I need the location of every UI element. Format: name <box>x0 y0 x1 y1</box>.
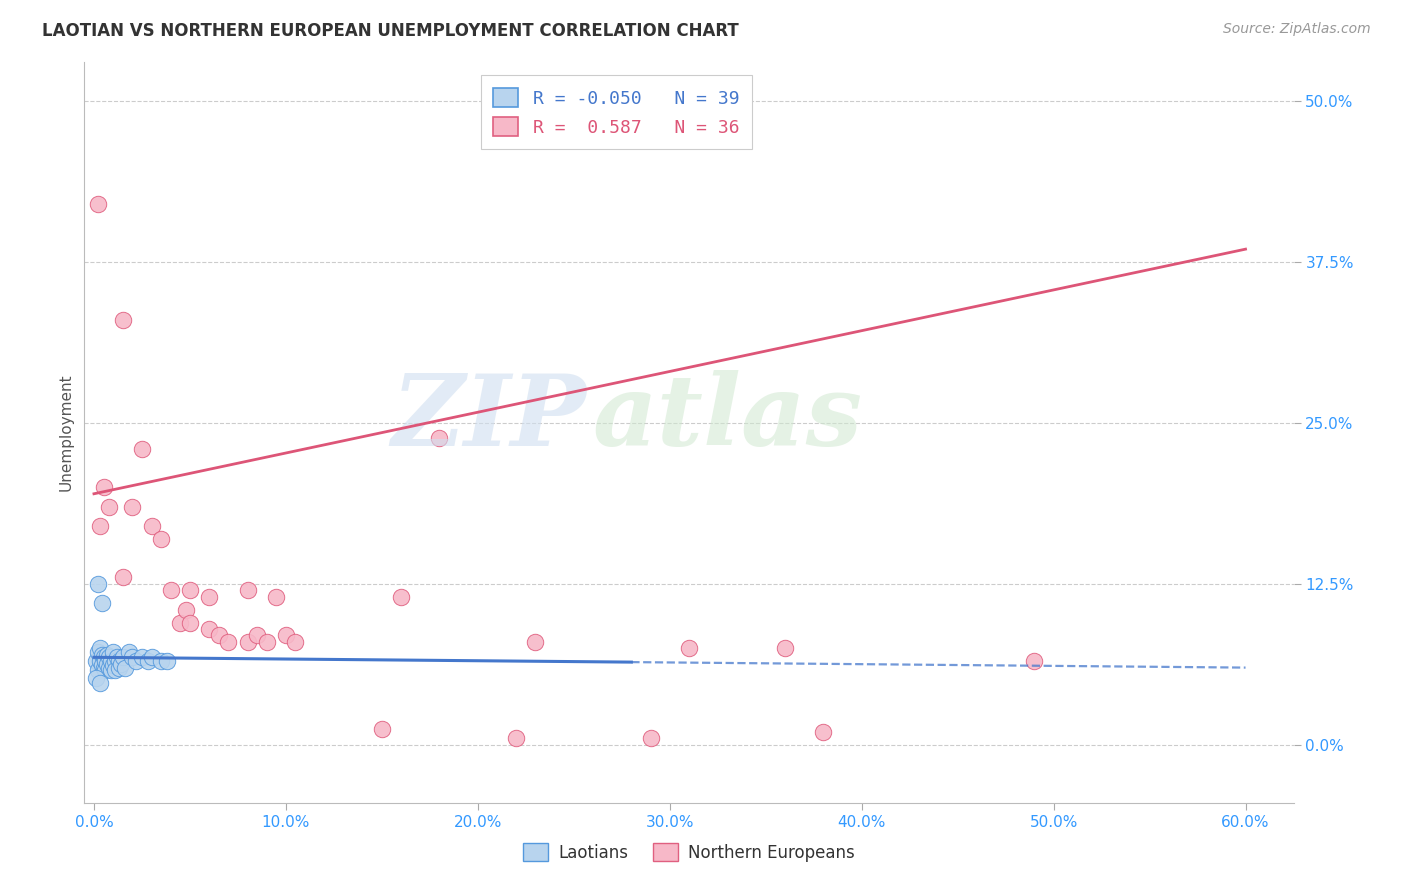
Point <box>98 650 121 665</box>
Point <box>159 583 181 598</box>
Point <box>174 602 197 616</box>
Point <box>125 654 148 668</box>
Point <box>169 615 191 630</box>
Point <box>111 570 134 584</box>
Point <box>98 500 121 514</box>
Point <box>156 654 179 668</box>
Point <box>87 645 110 659</box>
Text: ZIP: ZIP <box>391 369 586 466</box>
Point <box>678 641 700 656</box>
Point <box>141 519 163 533</box>
Point <box>121 650 143 665</box>
Point <box>108 660 131 674</box>
Point <box>524 635 547 649</box>
Legend: Laotians, Northern Europeans: Laotians, Northern Europeans <box>516 837 862 869</box>
Point <box>179 615 201 630</box>
Point <box>101 658 124 673</box>
Text: atlas: atlas <box>592 369 862 466</box>
Point <box>89 676 111 690</box>
Point <box>236 583 259 598</box>
Point <box>100 663 122 677</box>
Point <box>121 500 143 514</box>
Point <box>94 663 117 677</box>
Point <box>256 635 278 649</box>
Point <box>98 660 121 674</box>
Point <box>131 442 153 456</box>
Point <box>101 645 124 659</box>
Y-axis label: Unemployment: Unemployment <box>58 374 73 491</box>
Point <box>505 731 527 746</box>
Point <box>105 650 128 665</box>
Point <box>89 519 111 533</box>
Point <box>266 590 288 604</box>
Point <box>1024 654 1046 668</box>
Point <box>117 645 139 659</box>
Point <box>284 635 307 649</box>
Point <box>429 431 451 445</box>
Point <box>150 532 173 546</box>
Point <box>90 596 112 610</box>
Point <box>389 590 412 604</box>
Text: Source: ZipAtlas.com: Source: ZipAtlas.com <box>1223 22 1371 37</box>
Point <box>246 628 269 642</box>
Point <box>198 622 221 636</box>
Point <box>110 657 132 671</box>
Point <box>111 313 134 327</box>
Point <box>90 658 112 673</box>
Point <box>96 648 118 662</box>
Point <box>93 650 115 665</box>
Point <box>93 480 115 494</box>
Point <box>131 650 153 665</box>
Text: LAOTIAN VS NORTHERN EUROPEAN UNEMPLOYMENT CORRELATION CHART: LAOTIAN VS NORTHERN EUROPEAN UNEMPLOYMEN… <box>42 22 740 40</box>
Point <box>100 654 122 668</box>
Point <box>90 648 112 662</box>
Point <box>236 635 259 649</box>
Point <box>150 654 173 668</box>
Point <box>93 660 115 674</box>
Point <box>198 590 221 604</box>
Point <box>108 654 131 668</box>
Point <box>89 641 111 656</box>
Point <box>111 650 134 665</box>
Point <box>136 654 159 668</box>
Point <box>114 660 136 674</box>
Point <box>96 657 118 671</box>
Point <box>208 628 231 642</box>
Point <box>274 628 297 642</box>
Point <box>104 654 127 668</box>
Point <box>813 725 835 739</box>
Point <box>640 731 662 746</box>
Point <box>179 583 201 598</box>
Point <box>104 663 127 677</box>
Point <box>87 663 110 677</box>
Point <box>217 635 239 649</box>
Point <box>84 671 107 685</box>
Point <box>87 577 110 591</box>
Point <box>773 641 796 656</box>
Point <box>94 654 117 668</box>
Point <box>87 197 110 211</box>
Point <box>89 654 111 668</box>
Point <box>84 654 107 668</box>
Point <box>141 650 163 665</box>
Point <box>371 723 394 737</box>
